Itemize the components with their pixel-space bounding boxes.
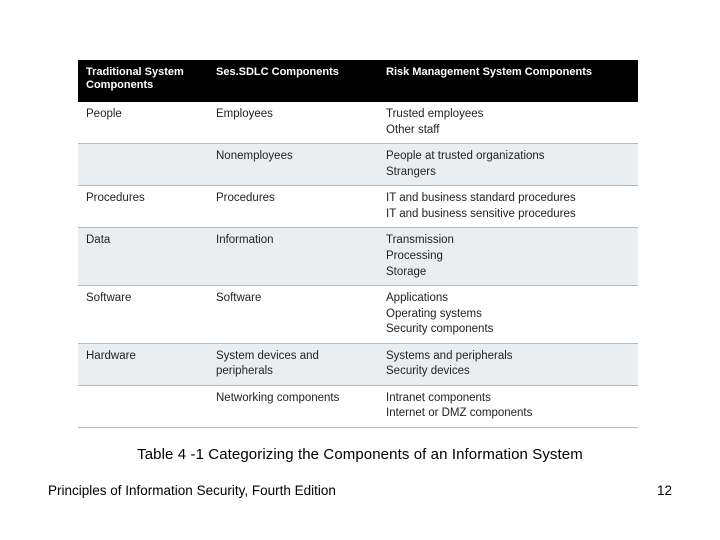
page-number: 12 (657, 483, 672, 498)
table-row: People Employees Trusted employeesOther … (78, 102, 638, 144)
col-header-traditional: Traditional SystemComponents (78, 60, 208, 102)
cell: Nonemployees (208, 144, 378, 186)
cell: IT and business standard proceduresIT an… (378, 186, 638, 228)
cell: Software (78, 286, 208, 344)
cell: System devices andperipherals (208, 343, 378, 385)
cell: Procedures (208, 186, 378, 228)
cell: Trusted employeesOther staff (378, 102, 638, 144)
table-body: People Employees Trusted employeesOther … (78, 102, 638, 427)
cell: Employees (208, 102, 378, 144)
cell: Networking components (208, 385, 378, 427)
cell: ApplicationsOperating systemsSecurity co… (378, 286, 638, 344)
cell: Procedures (78, 186, 208, 228)
table-row: Hardware System devices andperipherals S… (78, 343, 638, 385)
cell: Intranet componentsInternet or DMZ compo… (378, 385, 638, 427)
cell: Software (208, 286, 378, 344)
cell: Data (78, 228, 208, 286)
table-head: Traditional SystemComponents Ses.SDLC Co… (78, 60, 638, 102)
cell (78, 385, 208, 427)
cell: TransmissionProcessingStorage (378, 228, 638, 286)
table-row: Data Information TransmissionProcessingS… (78, 228, 638, 286)
table-row: Procedures Procedures IT and business st… (78, 186, 638, 228)
table-row: Nonemployees People at trusted organizat… (78, 144, 638, 186)
cell (78, 144, 208, 186)
table-row: Software Software ApplicationsOperating … (78, 286, 638, 344)
cell: Systems and peripheralsSecurity devices (378, 343, 638, 385)
footer-left: Principles of Information Security, Four… (48, 483, 336, 498)
table-row: Networking components Intranet component… (78, 385, 638, 427)
components-table: Traditional SystemComponents Ses.SDLC Co… (78, 60, 638, 428)
slide: Traditional SystemComponents Ses.SDLC Co… (0, 0, 720, 540)
cell: Information (208, 228, 378, 286)
col-header-sdlc: Ses.SDLC Components (208, 60, 378, 102)
cell: People at trusted organizationsStrangers (378, 144, 638, 186)
table-caption: Table 4 -1 Categorizing the Components o… (78, 446, 642, 463)
col-header-risk: Risk Management System Components (378, 60, 638, 102)
slide-footer: Principles of Information Security, Four… (48, 483, 672, 498)
cell: People (78, 102, 208, 144)
cell: Hardware (78, 343, 208, 385)
